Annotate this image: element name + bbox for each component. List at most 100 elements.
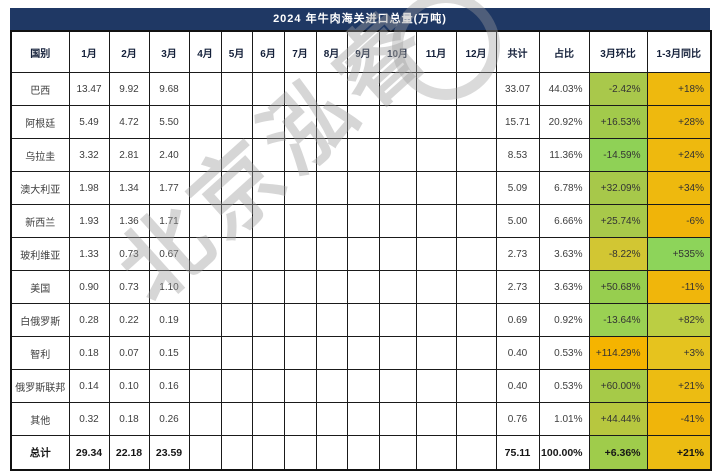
share-cell: 100.00% [538, 435, 590, 471]
empty-cell [455, 435, 497, 471]
empty-cell [220, 105, 253, 139]
empty-cell [220, 204, 253, 238]
total-cell: 0.76 [495, 402, 540, 436]
month-value-cell: 22.18 [108, 435, 150, 471]
empty-cell [251, 72, 285, 106]
empty-cell [188, 402, 222, 436]
col-header-month: 3月 [148, 30, 190, 73]
col-header-month: 11月 [415, 30, 457, 73]
empty-cell [251, 402, 285, 436]
col-header-month: 12月 [455, 30, 497, 73]
month-value-cell: 0.10 [108, 369, 150, 403]
empty-cell [220, 435, 253, 471]
empty-cell [188, 369, 222, 403]
empty-cell [188, 435, 222, 471]
mom-cell: +6.36% [588, 435, 648, 471]
share-cell: 1.01% [538, 402, 590, 436]
country-cell: 巴西 [10, 72, 70, 106]
empty-cell [346, 72, 380, 106]
empty-cell [315, 204, 348, 238]
yoy-cell: +18% [646, 72, 712, 106]
empty-cell [415, 105, 457, 139]
empty-cell [455, 204, 497, 238]
empty-cell [346, 171, 380, 205]
empty-cell [415, 72, 457, 106]
empty-cell [455, 72, 497, 106]
empty-cell [346, 303, 380, 337]
share-cell: 44.03% [538, 72, 590, 106]
month-value-cell: 0.26 [148, 402, 190, 436]
empty-cell [283, 270, 317, 304]
month-value-cell: 1.36 [108, 204, 150, 238]
empty-cell [283, 237, 317, 271]
yoy-cell: -6% [646, 204, 712, 238]
country-cell: 美国 [10, 270, 70, 304]
mom-cell: -13.64% [588, 303, 648, 337]
empty-cell [220, 171, 253, 205]
col-header-mom: 3月环比 [588, 30, 648, 73]
country-cell: 总计 [10, 435, 70, 471]
table-title-bar: 2024 年牛肉海关进口总量(万吨) [10, 8, 710, 30]
share-cell: 20.92% [538, 105, 590, 139]
empty-cell [251, 435, 285, 471]
total-cell: 0.69 [495, 303, 540, 337]
empty-cell [188, 303, 222, 337]
month-value-cell: 1.77 [148, 171, 190, 205]
share-cell: 11.36% [538, 138, 590, 172]
mom-cell: -14.59% [588, 138, 648, 172]
table-row: 智利 0.18 0.07 0.15 0.40 0.53% +114.29% +3… [10, 336, 712, 370]
empty-cell [415, 336, 457, 370]
share-cell: 6.78% [538, 171, 590, 205]
col-header-month: 10月 [378, 30, 417, 73]
empty-cell [315, 402, 348, 436]
month-value-cell: 1.33 [68, 237, 110, 271]
col-header-month: 2月 [108, 30, 150, 73]
table-row: 巴西 13.47 9.92 9.68 33.07 44.03% -2.42% +… [10, 72, 712, 106]
empty-cell [188, 105, 222, 139]
header-row: 国别 1月 2月 3月 4月 5月 6月 7月 8月 9月 10月 11月 12… [10, 30, 712, 73]
empty-cell [283, 204, 317, 238]
month-value-cell: 0.16 [148, 369, 190, 403]
empty-cell [188, 336, 222, 370]
empty-cell [378, 270, 417, 304]
empty-cell [251, 336, 285, 370]
empty-cell [415, 435, 457, 471]
empty-cell [378, 402, 417, 436]
month-value-cell: 0.67 [148, 237, 190, 271]
month-value-cell: 13.47 [68, 72, 110, 106]
month-value-cell: 5.49 [68, 105, 110, 139]
col-header-month: 1月 [68, 30, 110, 73]
country-cell: 俄罗斯联邦 [10, 369, 70, 403]
col-header-month: 4月 [188, 30, 222, 73]
table-row: 俄罗斯联邦 0.14 0.10 0.16 0.40 0.53% +60.00% … [10, 369, 712, 403]
country-cell: 乌拉圭 [10, 138, 70, 172]
empty-cell [283, 105, 317, 139]
month-value-cell: 0.32 [68, 402, 110, 436]
share-cell: 3.63% [538, 270, 590, 304]
country-cell: 阿根廷 [10, 105, 70, 139]
empty-cell [251, 237, 285, 271]
empty-cell [315, 435, 348, 471]
month-value-cell: 0.28 [68, 303, 110, 337]
empty-cell [188, 270, 222, 304]
empty-cell [415, 171, 457, 205]
empty-cell [220, 138, 253, 172]
share-cell: 3.63% [538, 237, 590, 271]
total-cell: 33.07 [495, 72, 540, 106]
empty-cell [346, 204, 380, 238]
month-value-cell: 3.32 [68, 138, 110, 172]
empty-cell [283, 138, 317, 172]
import-data-table: 国别 1月 2月 3月 4月 5月 6月 7月 8月 9月 10月 11月 12… [10, 30, 712, 471]
empty-cell [251, 369, 285, 403]
empty-cell [415, 237, 457, 271]
empty-cell [378, 303, 417, 337]
total-cell: 75.11 [495, 435, 540, 471]
empty-cell [415, 270, 457, 304]
empty-cell [315, 237, 348, 271]
total-cell: 2.73 [495, 237, 540, 271]
empty-cell [315, 105, 348, 139]
empty-cell [315, 138, 348, 172]
empty-cell [378, 171, 417, 205]
empty-cell [346, 237, 380, 271]
grand-total-row: 总计 29.34 22.18 23.59 75.11 100.00% +6.36… [10, 435, 712, 471]
